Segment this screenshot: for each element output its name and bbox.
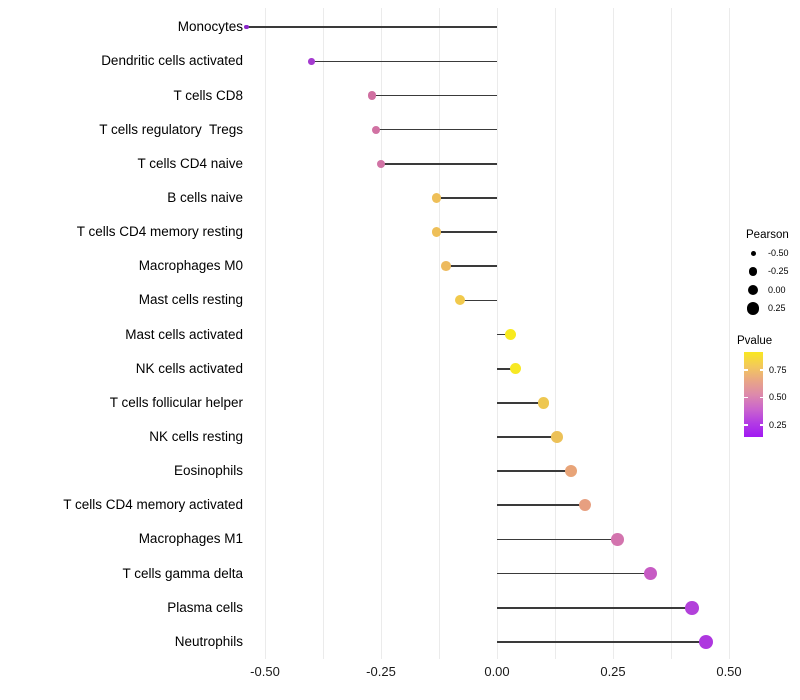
x-tick-label: -0.50 (250, 664, 280, 679)
pvalue-colorbar-tick (759, 424, 763, 426)
lollipop-dot (684, 600, 699, 615)
lollipop-stem (497, 367, 516, 370)
lollipop-stem (497, 641, 706, 643)
lollipop-stem (497, 470, 572, 472)
row-label: Macrophages M1 (138, 531, 243, 547)
lollipop-dot (244, 25, 249, 30)
row-label: Plasma cells (167, 599, 243, 615)
lollipop-stem (381, 162, 497, 165)
row-label: NK cells activated (135, 360, 243, 376)
lollipop-dot (537, 397, 550, 409)
lollipop-dot (505, 329, 517, 341)
lollipop-dot (454, 295, 465, 306)
gridline (612, 8, 614, 659)
row-label: T cells CD4 memory activated (63, 497, 243, 513)
pvalue-colorbar-tick (744, 424, 748, 426)
x-tick-label: -0.25 (366, 664, 396, 679)
gridline (728, 8, 730, 659)
lollipop-dot (565, 465, 578, 478)
row-label: T cells gamma delta (122, 565, 243, 581)
lollipop-dot (372, 125, 381, 134)
lollipop-dot (551, 431, 564, 443)
pvalue-legend-title: Pvalue (737, 335, 773, 347)
pearson-legend-label: -0.25 (768, 266, 789, 276)
pvalue-colorbar-tick (744, 396, 748, 399)
lollipop-dot (376, 159, 386, 168)
lollipop-dot (367, 91, 376, 100)
lollipop-stem (497, 572, 651, 575)
row-label: T cells regulatory Tregs (99, 121, 243, 137)
pvalue-colorbar-label: 0.50 (769, 392, 787, 402)
pvalue-colorbar-label: 0.25 (769, 419, 787, 430)
lollipop-stem (311, 60, 497, 63)
lollipop-stem (497, 436, 558, 438)
lollipop-stem (497, 538, 618, 541)
lollipop-stem (376, 128, 497, 131)
gridline (380, 8, 382, 659)
pvalue-colorbar-tick (759, 396, 763, 399)
pearson-legend-dot (746, 302, 760, 315)
lollipop-stem (497, 402, 544, 404)
lollipop-dot (698, 634, 713, 649)
row-label: T cells CD4 naive (137, 155, 243, 171)
row-label: Dendritic cells activated (101, 53, 243, 69)
row-label: T cells follicular helper (109, 394, 243, 410)
pearson-legend-title: Pearson (746, 229, 789, 241)
gridline (322, 8, 324, 659)
lollipop-dot (510, 363, 522, 375)
pearson-legend-label: 0.00 (768, 284, 786, 295)
row-label: Mast cells resting (138, 292, 243, 308)
lollipop-stem (436, 231, 497, 233)
row-label: Eosinophils (173, 463, 243, 479)
x-tick-label: 0.00 (484, 664, 510, 679)
lollipop-dot (441, 261, 451, 272)
lollipop-stem (497, 606, 692, 609)
lollipop-dot (431, 227, 442, 237)
lollipop-dot (308, 58, 315, 65)
lollipop-stem (436, 197, 497, 199)
lollipop-stem (246, 26, 497, 29)
lollipop-dot (643, 566, 657, 581)
row-label: Mast cells activated (125, 326, 243, 342)
lollipop-stem (459, 299, 497, 302)
gridline (670, 8, 672, 659)
row-label: T cells CD4 memory resting (76, 224, 243, 240)
lollipop-dot (611, 533, 624, 546)
pvalue-colorbar-tick (744, 369, 748, 371)
pvalue-colorbar-label: 0.75 (769, 364, 787, 375)
row-label: Neutrophils (174, 633, 243, 649)
gridline (496, 8, 498, 659)
pearson-legend-label: 0.25 (768, 303, 786, 313)
gridline (554, 8, 556, 659)
row-label: NK cells resting (149, 429, 243, 444)
row-label: T cells CD8 (173, 87, 243, 103)
x-tick-label: 0.50 (716, 664, 742, 679)
x-tick-label: 0.25 (600, 664, 626, 679)
lollipop-dot (579, 499, 592, 512)
lollipop-stem (497, 504, 586, 507)
pearson-legend-label: -0.50 (768, 247, 789, 258)
pearson-legend-dot (750, 250, 756, 256)
pearson-legend-dot (748, 267, 758, 276)
pearson-legend-dot (747, 284, 759, 296)
lollipop-dot (431, 193, 442, 203)
row-label: B cells naive (167, 189, 243, 205)
gridline (438, 8, 440, 659)
pvalue-colorbar-tick (759, 369, 763, 371)
lollipop-stem (371, 94, 497, 97)
row-label: Macrophages M0 (138, 258, 243, 274)
lollipop-stem (497, 333, 511, 336)
gridline (264, 8, 266, 659)
row-label: Monocytes (177, 19, 243, 35)
pvalue-colorbar (744, 352, 763, 437)
lollipop-stem (445, 265, 497, 268)
